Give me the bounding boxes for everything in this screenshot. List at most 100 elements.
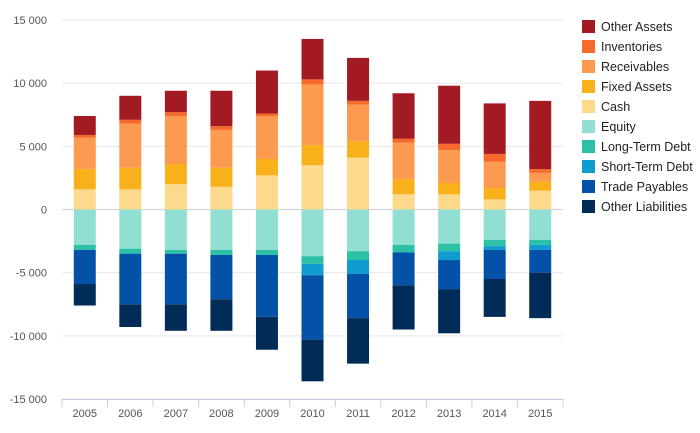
bar-segment[interactable] [438,243,461,252]
bar-segment[interactable] [164,90,187,113]
bar-segment[interactable] [255,70,278,114]
bar-segment[interactable] [529,172,552,182]
bar-segment[interactable] [119,304,142,327]
bar-segment[interactable] [73,116,96,135]
bar-segment[interactable] [164,184,187,210]
bar-segment[interactable] [483,278,506,317]
bar-segment[interactable] [119,209,142,249]
bar-segment[interactable] [119,248,142,254]
bar-segment[interactable] [119,95,142,120]
bar-segment[interactable] [438,150,461,183]
bar-segment[interactable] [529,181,552,191]
bar-segment[interactable] [301,165,324,210]
bar-segment[interactable] [73,244,96,250]
bar-segment[interactable] [392,244,415,253]
bar-segment[interactable] [483,188,506,200]
bar-segment[interactable] [347,100,370,105]
bar-segment[interactable] [255,209,278,250]
legend-item[interactable]: Long-Term Debt [582,140,691,154]
bar-segment[interactable] [73,189,96,210]
bar-segment[interactable] [529,169,552,173]
bar-segment[interactable] [119,119,142,124]
bar-segment[interactable] [73,169,96,190]
bar-segment[interactable] [210,209,233,250]
bar-segment[interactable] [301,275,324,340]
bar-segment[interactable] [392,209,415,245]
bar-segment[interactable] [210,167,233,187]
bar-segment[interactable] [529,272,552,319]
bar-segment[interactable] [483,209,506,240]
bar-segment[interactable] [529,209,552,240]
bar-segment[interactable] [301,209,324,257]
bar-segment[interactable] [164,209,187,250]
bar-segment[interactable] [392,142,415,180]
bar-segment[interactable] [164,253,187,305]
legend-item[interactable]: Equity [582,120,636,134]
legend-item[interactable]: Other Liabilities [582,200,687,214]
bar-segment[interactable] [210,254,233,300]
bar-segment[interactable] [210,299,233,331]
bar-segment[interactable] [164,112,187,117]
bar-segment[interactable] [164,304,187,331]
legend-item[interactable]: Receivables [582,60,669,74]
legend-item[interactable]: Trade Payables [582,180,688,194]
bar-segment[interactable] [347,57,370,101]
bar-segment[interactable] [301,145,324,166]
bar-segment[interactable] [392,252,415,286]
bar-segment[interactable] [210,249,233,255]
bar-segment[interactable] [347,260,370,274]
bar-segment[interactable] [438,182,461,195]
bar-segment[interactable] [210,126,233,130]
bar-segment[interactable] [438,289,461,334]
bar-segment[interactable] [392,93,415,139]
bar-segment[interactable] [73,249,96,285]
bar-segment[interactable] [529,249,552,273]
bar-segment[interactable] [301,84,324,146]
bar-segment[interactable] [164,164,187,185]
bar-segment[interactable] [119,253,142,305]
bar-segment[interactable] [438,194,461,210]
bar-segment[interactable] [347,318,370,364]
bar-segment[interactable] [438,143,461,151]
bar-segment[interactable] [347,251,370,261]
bar-segment[interactable] [73,134,96,138]
bar-segment[interactable] [73,209,96,245]
bar-segment[interactable] [483,103,506,154]
legend-item[interactable]: Short-Term Debt [582,160,693,174]
bar-segment[interactable] [483,199,506,210]
bar-segment[interactable] [301,256,324,264]
bar-segment[interactable] [483,153,506,162]
bar-segment[interactable] [347,141,370,158]
bar-segment[interactable] [347,157,370,210]
bar-segment[interactable] [119,123,142,168]
bar-segment[interactable] [529,239,552,245]
bar-segment[interactable] [119,167,142,190]
bar-segment[interactable] [301,263,324,276]
bar-segment[interactable] [438,251,461,261]
bar-segment[interactable] [210,129,233,168]
bar-segment[interactable] [255,249,278,255]
bar-segment[interactable] [529,100,552,170]
legend-item[interactable]: Cash [582,100,630,114]
bar-segment[interactable] [347,273,370,319]
bar-segment[interactable] [483,161,506,189]
bar-segment[interactable] [483,249,506,279]
bar-segment[interactable] [392,138,415,143]
bar-segment[interactable] [483,246,506,250]
bar-segment[interactable] [438,260,461,290]
bar-segment[interactable] [164,249,187,254]
bar-segment[interactable] [255,158,278,176]
bar-segment[interactable] [73,284,96,306]
bar-segment[interactable] [73,137,96,170]
bar-segment[interactable] [392,179,415,195]
bar-segment[interactable] [347,104,370,142]
bar-segment[interactable] [301,79,324,85]
bar-segment[interactable] [483,239,506,247]
bar-segment[interactable] [438,209,461,244]
bar-segment[interactable] [255,316,278,350]
bar-segment[interactable] [301,339,324,382]
bar-segment[interactable] [301,38,324,80]
bar-segment[interactable] [119,189,142,210]
bar-segment[interactable] [529,190,552,210]
bar-segment[interactable] [255,113,278,117]
